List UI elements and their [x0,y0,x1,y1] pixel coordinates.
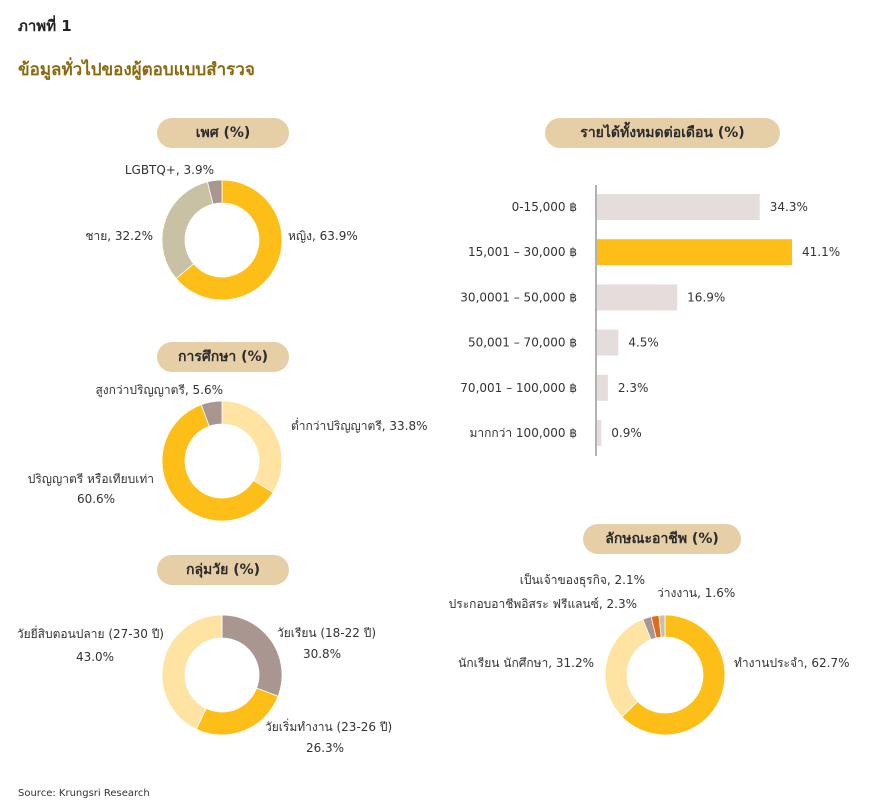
income-category-label-5: มากกว่า 100,000 ฿ [469,426,577,440]
education-chart-title: การศึกษา (%) [157,342,289,372]
income-value-label-4: 2.3% [618,381,649,395]
income-value-label-2: 16.9% [687,290,725,304]
gender-donut [161,179,283,301]
gender-label-lgbtq: LGBTQ+, 3.9% [125,163,214,177]
age-chart-title: กลุ่มวัย (%) [157,555,289,585]
age-slice-2 [161,614,223,730]
age-slice-0 [221,614,283,697]
gender-slice-1 [161,181,214,280]
income-value-label-1: 41.1% [802,245,840,259]
gender-slice-0 [175,179,283,301]
gender-slice-2 [206,179,223,205]
gender-label-female: หญิง, 63.9% [288,229,358,243]
age-donut [161,614,283,736]
income-bar-5 [597,420,602,446]
occupation-label-freelance: ประกอบอาชีพอิสระ ฟรีแลนซ์, 2.3% [449,597,637,611]
gender-label-male: ชาย, 32.2% [85,229,153,243]
education-donut [161,400,283,522]
occupation-slice-0 [621,614,726,736]
age-label-student: วัยเรียน (18-22 ปี) [277,626,376,640]
occupation-donut [604,614,726,736]
source-note: Source: Krungsri Research [18,788,150,799]
income-bar-0 [597,194,760,220]
income-category-label-1: 15,001 – 30,000 ฿ [468,245,577,259]
age-label-early-career-value: 26.3% [306,741,344,755]
income-bar-4 [597,374,608,401]
page-title: ข้อมูลทั่วไปของผู้ตอบแบบสำรวจ [18,60,255,80]
education-label-below-bachelor: ต่ำกว่าปริญญาตรี, 33.8% [291,417,428,433]
income-category-label-4: 70,001 – 100,000 ฿ [460,381,577,395]
income-bar-2 [597,284,678,311]
income-chart-title: รายได้ทั้งหมดต่อเดือน (%) [545,118,780,148]
education-slice-0 [221,400,283,494]
income-category-label-2: 30,0001 – 50,000 ฿ [460,290,577,304]
occupation-label-business-owner: เป็นเจ้าของธุรกิจ, 2.1% [520,572,645,588]
age-label-early-career: วัยเริ่มทำงาน (23-26 ปี) [265,718,392,734]
income-bar-1 [597,239,792,266]
income-value-label-5: 0.9% [611,426,642,440]
age-label-late-twenties: วัยยี่สิบตอนปลาย (27-30 ปี) [17,625,164,641]
education-slice-2 [200,400,223,427]
income-value-label-0: 34.3% [770,200,808,214]
education-slice-1 [161,404,274,522]
income-category-label-0: 0-15,000 ฿ [512,200,577,214]
income-value-label-3: 4.5% [628,336,659,350]
income-bar-chart [595,185,792,456]
gender-chart-title: เพศ (%) [157,118,289,148]
occupation-label-full-time: ทำงานประจำ, 62.7% [734,656,849,670]
occupation-slice-1 [604,618,652,718]
figure-label: ภาพที่ 1 [18,17,72,35]
income-category-label-3: 50,001 – 70,000 ฿ [468,336,577,350]
occupation-label-unemployed: ว่างงาน, 1.6% [657,586,735,600]
occupation-slice-4 [658,614,666,638]
age-label-student-value: 30.8% [303,647,341,661]
income-bar-3 [597,329,619,356]
occupation-label-student: นักเรียน นักศึกษา, 31.2% [458,656,594,670]
education-label-above-bachelor: สูงกว่าปริญญาตรี, 5.6% [95,383,223,398]
age-label-late-twenties-value: 43.0% [76,650,114,664]
occupation-chart-title: ลักษณะอาชีพ (%) [583,524,741,554]
education-label-bachelor-value: 60.6% [77,492,115,506]
education-label-bachelor: ปริญญาตรี หรือเทียบเท่า [28,472,154,486]
